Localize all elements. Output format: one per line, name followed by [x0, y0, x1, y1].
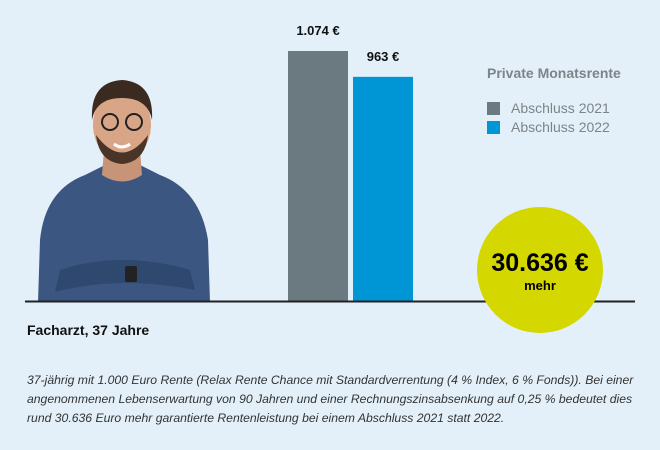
bar-abschluss-2022 [353, 76, 413, 302]
legend-item-2022: Abschluss 2022 [487, 119, 610, 135]
person-photo [38, 80, 210, 302]
bar-value-label: 963 € [367, 49, 400, 64]
legend-label: Abschluss 2021 [511, 100, 610, 116]
profile-caption: Facharzt, 37 Jahre [27, 322, 150, 338]
description-text: 37-jährig mit 1.000 Euro Rente (Relax Re… [27, 373, 634, 425]
legend-title: Private Monatsrente [487, 65, 621, 81]
difference-amount: 30.636 € [491, 249, 589, 277]
legend-swatch [487, 101, 500, 115]
bar-abschluss-2021 [288, 51, 348, 301]
difference-badge: 30.636 € mehr [477, 207, 603, 333]
difference-label: mehr [524, 278, 556, 293]
legend-swatch [487, 120, 500, 134]
legend-item-2021: Abschluss 2021 [487, 100, 610, 116]
bar-value-label: 1.074 € [296, 23, 339, 38]
legend-label: Abschluss 2022 [511, 119, 610, 135]
